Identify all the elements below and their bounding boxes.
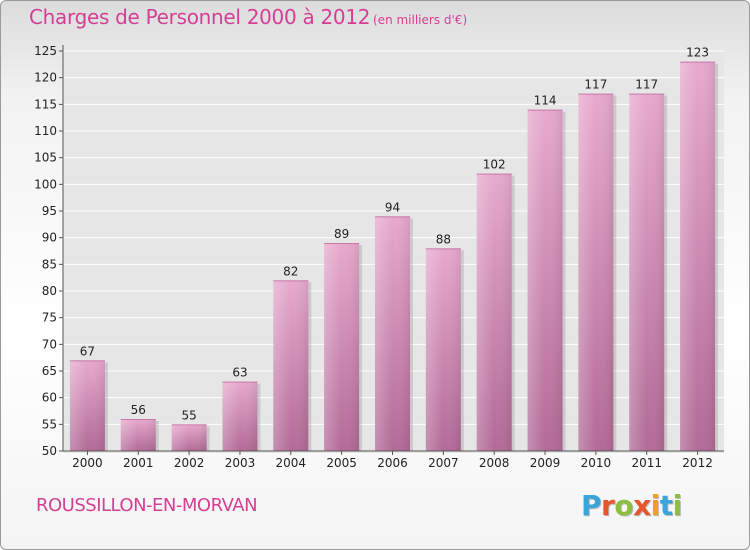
- y-tick-label: 85: [42, 257, 57, 271]
- logo-letter: o: [614, 489, 634, 522]
- bar-value-label: 117: [635, 78, 658, 92]
- x-tick-label: 2011: [631, 456, 662, 470]
- x-tick-label: 2009: [530, 456, 561, 470]
- bar-highlight: [171, 424, 207, 451]
- bar-value-label: 123: [686, 46, 709, 60]
- y-tick-label: 75: [42, 311, 57, 325]
- x-tick-label: 2006: [377, 456, 408, 470]
- bar-highlight: [375, 216, 410, 451]
- y-tick-label: 80: [42, 284, 57, 298]
- x-tick-label: 2003: [225, 456, 256, 470]
- logo-letter: P: [581, 489, 602, 522]
- bar-highlight: [222, 381, 258, 451]
- x-tick-label: 2012: [682, 456, 713, 470]
- x-tick-label: 2005: [326, 456, 357, 470]
- proxiti-logo: Proxiti: [581, 489, 682, 522]
- logo-letter: i: [672, 489, 683, 522]
- bar-value-label: 117: [584, 78, 607, 92]
- y-tick-label: 65: [42, 364, 57, 378]
- bar-highlight: [120, 419, 156, 451]
- bar-highlight: [578, 93, 614, 452]
- x-tick-label: 2000: [72, 456, 103, 470]
- place-name: ROUSSILLON-EN-MORVAN: [36, 495, 258, 516]
- logo-letter: x: [633, 489, 651, 522]
- bar-highlight: [273, 280, 309, 451]
- logo-letter: i: [650, 489, 661, 522]
- bar-value-label: 94: [385, 200, 400, 214]
- bar-value-label: 102: [483, 158, 506, 172]
- y-tick-label: 115: [34, 97, 57, 111]
- y-tick-label: 90: [42, 231, 57, 245]
- x-tick-label: 2004: [276, 456, 307, 470]
- logo-letter: r: [601, 489, 615, 522]
- logo-letter: t: [659, 489, 673, 522]
- chart-subtitle: (en milliers d'€): [373, 13, 468, 27]
- x-tick-label: 2008: [479, 456, 510, 470]
- bar-value-label: 88: [436, 232, 451, 246]
- y-tick-label: 105: [34, 151, 57, 165]
- y-tick-label: 125: [34, 44, 57, 58]
- bar-value-label: 114: [534, 94, 557, 108]
- bar-highlight: [425, 248, 461, 451]
- chart-title: Charges de Personnel 2000 à 2012: [29, 5, 371, 29]
- y-tick-label: 100: [34, 177, 57, 191]
- y-tick-label: 95: [42, 204, 57, 218]
- bar-highlight: [324, 243, 360, 451]
- y-tick-label: 55: [42, 417, 57, 431]
- bar-highlight: [680, 61, 716, 452]
- bar-value-label: 55: [181, 408, 196, 422]
- bar-highlight: [629, 93, 665, 452]
- bar-value-label: 56: [131, 403, 146, 417]
- bar-value-label: 82: [283, 264, 298, 278]
- bar-value-label: 63: [232, 366, 247, 380]
- bar-value-label: 89: [334, 227, 349, 241]
- bar-highlight: [69, 360, 105, 451]
- y-tick-label: 120: [34, 71, 57, 85]
- x-tick-label: 2001: [123, 456, 154, 470]
- y-tick-label: 70: [42, 337, 57, 351]
- y-tick-label: 50: [42, 444, 57, 458]
- x-tick-label: 2007: [428, 456, 459, 470]
- bar-highlight: [527, 109, 563, 452]
- y-tick-label: 60: [42, 391, 57, 405]
- bar-highlight: [476, 173, 512, 451]
- x-tick-label: 2002: [174, 456, 205, 470]
- y-tick-label: 110: [34, 124, 57, 138]
- bar-value-label: 67: [80, 344, 95, 358]
- x-tick-label: 2010: [581, 456, 612, 470]
